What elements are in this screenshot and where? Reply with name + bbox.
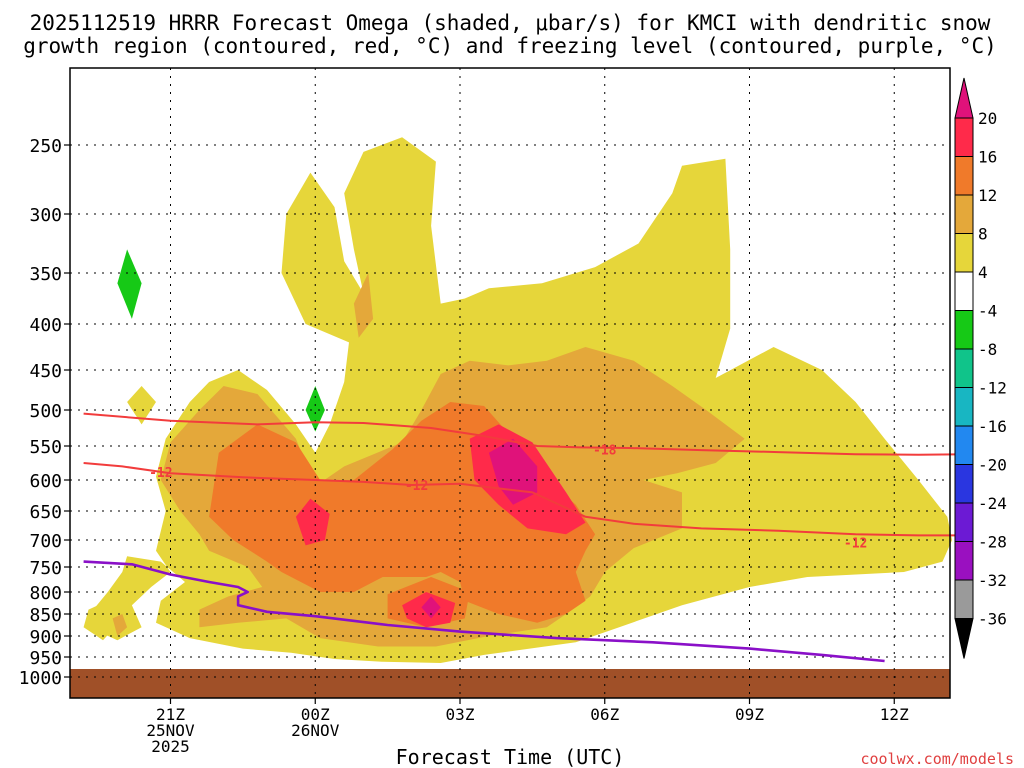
contour-label-1: -12 [405, 479, 428, 494]
x-tick-label-21Z: 21Z [156, 705, 185, 724]
shade-16-small [295, 498, 330, 546]
shade-neg4-small [305, 386, 325, 432]
x-tick-date-21Z: 25NOV [146, 721, 195, 740]
colorbar-label--8: -8 [978, 340, 997, 359]
terrain-band [70, 669, 950, 698]
plot-frame [69, 67, 951, 699]
colorbar-swatch-20 [954, 117, 974, 157]
colorbar-label-20: 20 [978, 109, 997, 128]
colorbar-label-8: 8 [978, 225, 988, 244]
colorbar-bottom-arrow [954, 618, 974, 659]
y-tick-label-1000: 1000 [19, 668, 62, 689]
colorbar-label--12: -12 [978, 379, 1007, 398]
y-tick-label-950: 950 [29, 648, 62, 669]
credit-text: coolwx.com/models [860, 750, 1014, 768]
chart-title-line1: 2025112519 HRRR Forecast Omega (shaded, … [30, 11, 991, 35]
y-tick-label-500: 500 [29, 401, 62, 422]
colorbar-label--16: -16 [978, 417, 1007, 436]
y-tick-label-900: 900 [29, 627, 62, 648]
shade-8-lower [112, 614, 128, 636]
contours: -12 -12 -18 -12 [83, 412, 967, 663]
dgz-contour-upper [83, 412, 967, 456]
colorbar-swatch--12 [954, 387, 974, 427]
y-tick-label-650: 650 [29, 502, 62, 523]
colorbar-label--36: -36 [978, 610, 1007, 629]
colorbar-label-4: 4 [978, 263, 988, 282]
shade-4-lower [83, 600, 128, 641]
colorbar-label--28: -28 [978, 533, 1007, 552]
omega-shading [70, 137, 953, 698]
y-tick-label-350: 350 [29, 264, 62, 285]
x-tick-year-21Z: 2025 [151, 737, 190, 756]
shade-8-small [353, 273, 374, 338]
colorbar-swatch-12 [954, 194, 974, 234]
colorbar-label--20: -20 [978, 456, 1007, 475]
y-tick-label-400: 400 [29, 315, 62, 336]
colorbar-swatch--8 [954, 348, 974, 388]
shade-4-small [127, 386, 156, 425]
y-tick-label-300: 300 [29, 205, 62, 226]
contour-label-2: -18 [593, 443, 617, 458]
freezing-level-contour [83, 560, 885, 663]
y-tick-label-750: 750 [29, 558, 62, 579]
x-tick-label-00Z: 00Z [301, 705, 330, 724]
colorbar-swatch-8 [954, 233, 974, 273]
x-axis-label: Forecast Time (UTC) [396, 745, 625, 768]
colorbar-swatch--16 [954, 425, 974, 465]
colorbar-label--4: -4 [978, 302, 997, 321]
colorbar-label-16: 16 [978, 148, 997, 167]
y-tick-label-700: 700 [29, 531, 62, 552]
y-tick-label-250: 250 [29, 136, 62, 157]
colorbar-swatch-16 [954, 156, 974, 196]
dgz-contour-lower [83, 462, 967, 537]
colorbar-swatch--24 [954, 502, 974, 542]
x-tick-label-09Z: 09Z [735, 705, 764, 724]
colorbar-swatch-4 [954, 271, 974, 311]
colorbar-swatch--32 [954, 579, 974, 619]
colorbar-swatch--4 [954, 310, 974, 350]
y-axis: 2503003504004505005506006507007508008509… [19, 136, 70, 689]
shade-neg4 [117, 249, 142, 319]
colorbar-swatch--28 [954, 541, 974, 581]
colorbar-top-arrow [954, 77, 974, 119]
colorbar-swatch--20 [954, 464, 974, 504]
y-tick-label-850: 850 [29, 605, 62, 626]
colorbar: 20 16 12 8 4 -4 -8 -12 -16 -20 -24 -28 -32 -36 [954, 77, 1007, 659]
y-tick-label-600: 600 [29, 471, 62, 492]
colorbar-label--24: -24 [978, 494, 1007, 513]
y-tick-label-550: 550 [29, 437, 62, 458]
shade-20-lower [421, 596, 441, 619]
contour-label-3: -12 [844, 537, 867, 552]
colorbar-label--32: -32 [978, 571, 1007, 590]
x-tick-date-00Z: 26NOV [291, 721, 340, 740]
chart-title-line2: growth region (contoured, red, °C) and f… [23, 34, 997, 58]
y-tick-label-450: 450 [29, 361, 62, 382]
x-tick-label-06Z: 06Z [590, 705, 619, 724]
y-tick-label-800: 800 [29, 583, 62, 604]
x-tick-label-12Z: 12Z [880, 705, 909, 724]
colorbar-label-12: 12 [978, 186, 997, 205]
plot-area: -12 -12 -18 -12 [69, 67, 967, 699]
x-tick-label-03Z: 03Z [446, 705, 475, 724]
contour-label-0: -12 [149, 466, 172, 481]
